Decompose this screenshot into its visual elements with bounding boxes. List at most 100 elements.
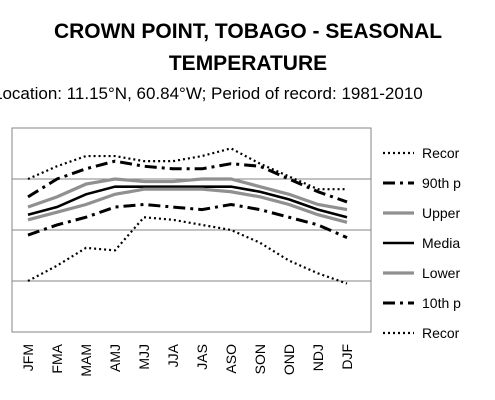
data-point bbox=[172, 206, 174, 208]
data-point bbox=[288, 194, 290, 196]
data-point bbox=[27, 214, 29, 216]
series-line-4 bbox=[27, 187, 348, 224]
data-point bbox=[27, 178, 29, 180]
data-point bbox=[114, 206, 116, 208]
data-point bbox=[288, 199, 290, 201]
data-point bbox=[288, 176, 290, 178]
data-point bbox=[56, 211, 58, 213]
data-point bbox=[114, 160, 116, 162]
x-tick-label: MJJ bbox=[136, 344, 152, 370]
data-point bbox=[27, 196, 29, 198]
x-tick-label: DJF bbox=[339, 344, 355, 370]
data-point bbox=[230, 186, 232, 188]
data-point bbox=[56, 196, 58, 198]
legend: Recor 90th p Upper Media Lower 10th p Recor bbox=[383, 145, 461, 341]
data-point bbox=[56, 224, 58, 226]
data-point bbox=[85, 155, 87, 157]
x-tick-label: JJA bbox=[165, 343, 181, 367]
series-line-2 bbox=[27, 177, 348, 212]
data-point bbox=[114, 250, 116, 252]
data-point bbox=[56, 206, 58, 208]
data-point bbox=[27, 219, 29, 221]
data-point bbox=[114, 194, 116, 196]
x-tick-label: JAS bbox=[194, 344, 210, 370]
data-point bbox=[56, 178, 58, 180]
data-point bbox=[27, 280, 29, 282]
data-point bbox=[172, 160, 174, 162]
data-point bbox=[143, 186, 145, 188]
data-point bbox=[259, 163, 261, 165]
data-point bbox=[85, 247, 87, 249]
data-point bbox=[201, 224, 203, 226]
data-point bbox=[143, 165, 145, 167]
data-point bbox=[201, 209, 203, 211]
data-point bbox=[259, 186, 261, 188]
chart-title-line-1: CROWN POINT, TOBAGO - SEASONAL bbox=[54, 20, 442, 43]
data-point bbox=[172, 168, 174, 170]
legend-label: Lower bbox=[422, 265, 460, 281]
data-point bbox=[288, 204, 290, 206]
data-point bbox=[346, 283, 348, 285]
series-line-1 bbox=[27, 159, 348, 204]
data-point bbox=[143, 181, 145, 183]
x-tick-label: MAM bbox=[78, 344, 94, 377]
data-point bbox=[27, 206, 29, 208]
x-axis-ticks: JFM FMA MAM AMJ MJJ JJA JAS ASO SON OND NDJ DJF bbox=[20, 343, 355, 376]
data-point bbox=[288, 216, 290, 218]
data-point bbox=[56, 265, 58, 267]
data-point bbox=[201, 155, 203, 157]
data-point bbox=[317, 214, 319, 216]
data-point bbox=[85, 216, 87, 218]
data-point bbox=[288, 260, 290, 262]
series-line-3 bbox=[27, 185, 348, 219]
data-point bbox=[259, 209, 261, 211]
data-point bbox=[172, 188, 174, 190]
x-tick-label: AMJ bbox=[107, 344, 123, 372]
x-tick-label: NDJ bbox=[310, 344, 326, 371]
data-point bbox=[317, 191, 319, 193]
data-point bbox=[288, 178, 290, 180]
data-point bbox=[85, 168, 87, 170]
legend-label: Recor bbox=[422, 325, 460, 341]
legend-label: Recor bbox=[422, 145, 460, 161]
data-point bbox=[346, 209, 348, 211]
data-point bbox=[143, 160, 145, 162]
data-point bbox=[259, 165, 261, 167]
data-point bbox=[27, 234, 29, 236]
data-point bbox=[114, 155, 116, 157]
legend-label: 90th p bbox=[422, 175, 461, 191]
data-point bbox=[230, 178, 232, 180]
data-point bbox=[143, 216, 145, 218]
data-point bbox=[259, 191, 261, 193]
data-point bbox=[201, 186, 203, 188]
data-point bbox=[201, 178, 203, 180]
chart-title-line-2: TEMPERATURE bbox=[169, 52, 327, 75]
data-point bbox=[85, 204, 87, 206]
data-point bbox=[230, 148, 232, 150]
legend-label: 10th p bbox=[422, 295, 461, 311]
data-point bbox=[346, 237, 348, 239]
plot-area bbox=[11, 127, 372, 333]
series-line-6 bbox=[27, 216, 348, 285]
x-tick-label: FMA bbox=[49, 343, 65, 373]
legend-label: Media bbox=[422, 235, 460, 251]
data-point bbox=[143, 188, 145, 190]
legend-label: Upper bbox=[422, 205, 460, 221]
data-point bbox=[230, 229, 232, 231]
data-point bbox=[346, 222, 348, 224]
x-tick-label: SON bbox=[252, 344, 268, 374]
data-point bbox=[259, 196, 261, 198]
data-point bbox=[317, 209, 319, 211]
x-tick-label: JFM bbox=[20, 344, 36, 371]
data-point bbox=[201, 168, 203, 170]
chart-subtitle: Location: 11.15°N, 60.84°W; Period of re… bbox=[0, 84, 423, 103]
data-point bbox=[317, 204, 319, 206]
data-point bbox=[143, 204, 145, 206]
data-point bbox=[172, 186, 174, 188]
data-point bbox=[114, 186, 116, 188]
series-line-5 bbox=[27, 202, 348, 240]
data-point bbox=[114, 178, 116, 180]
data-point bbox=[317, 273, 319, 275]
